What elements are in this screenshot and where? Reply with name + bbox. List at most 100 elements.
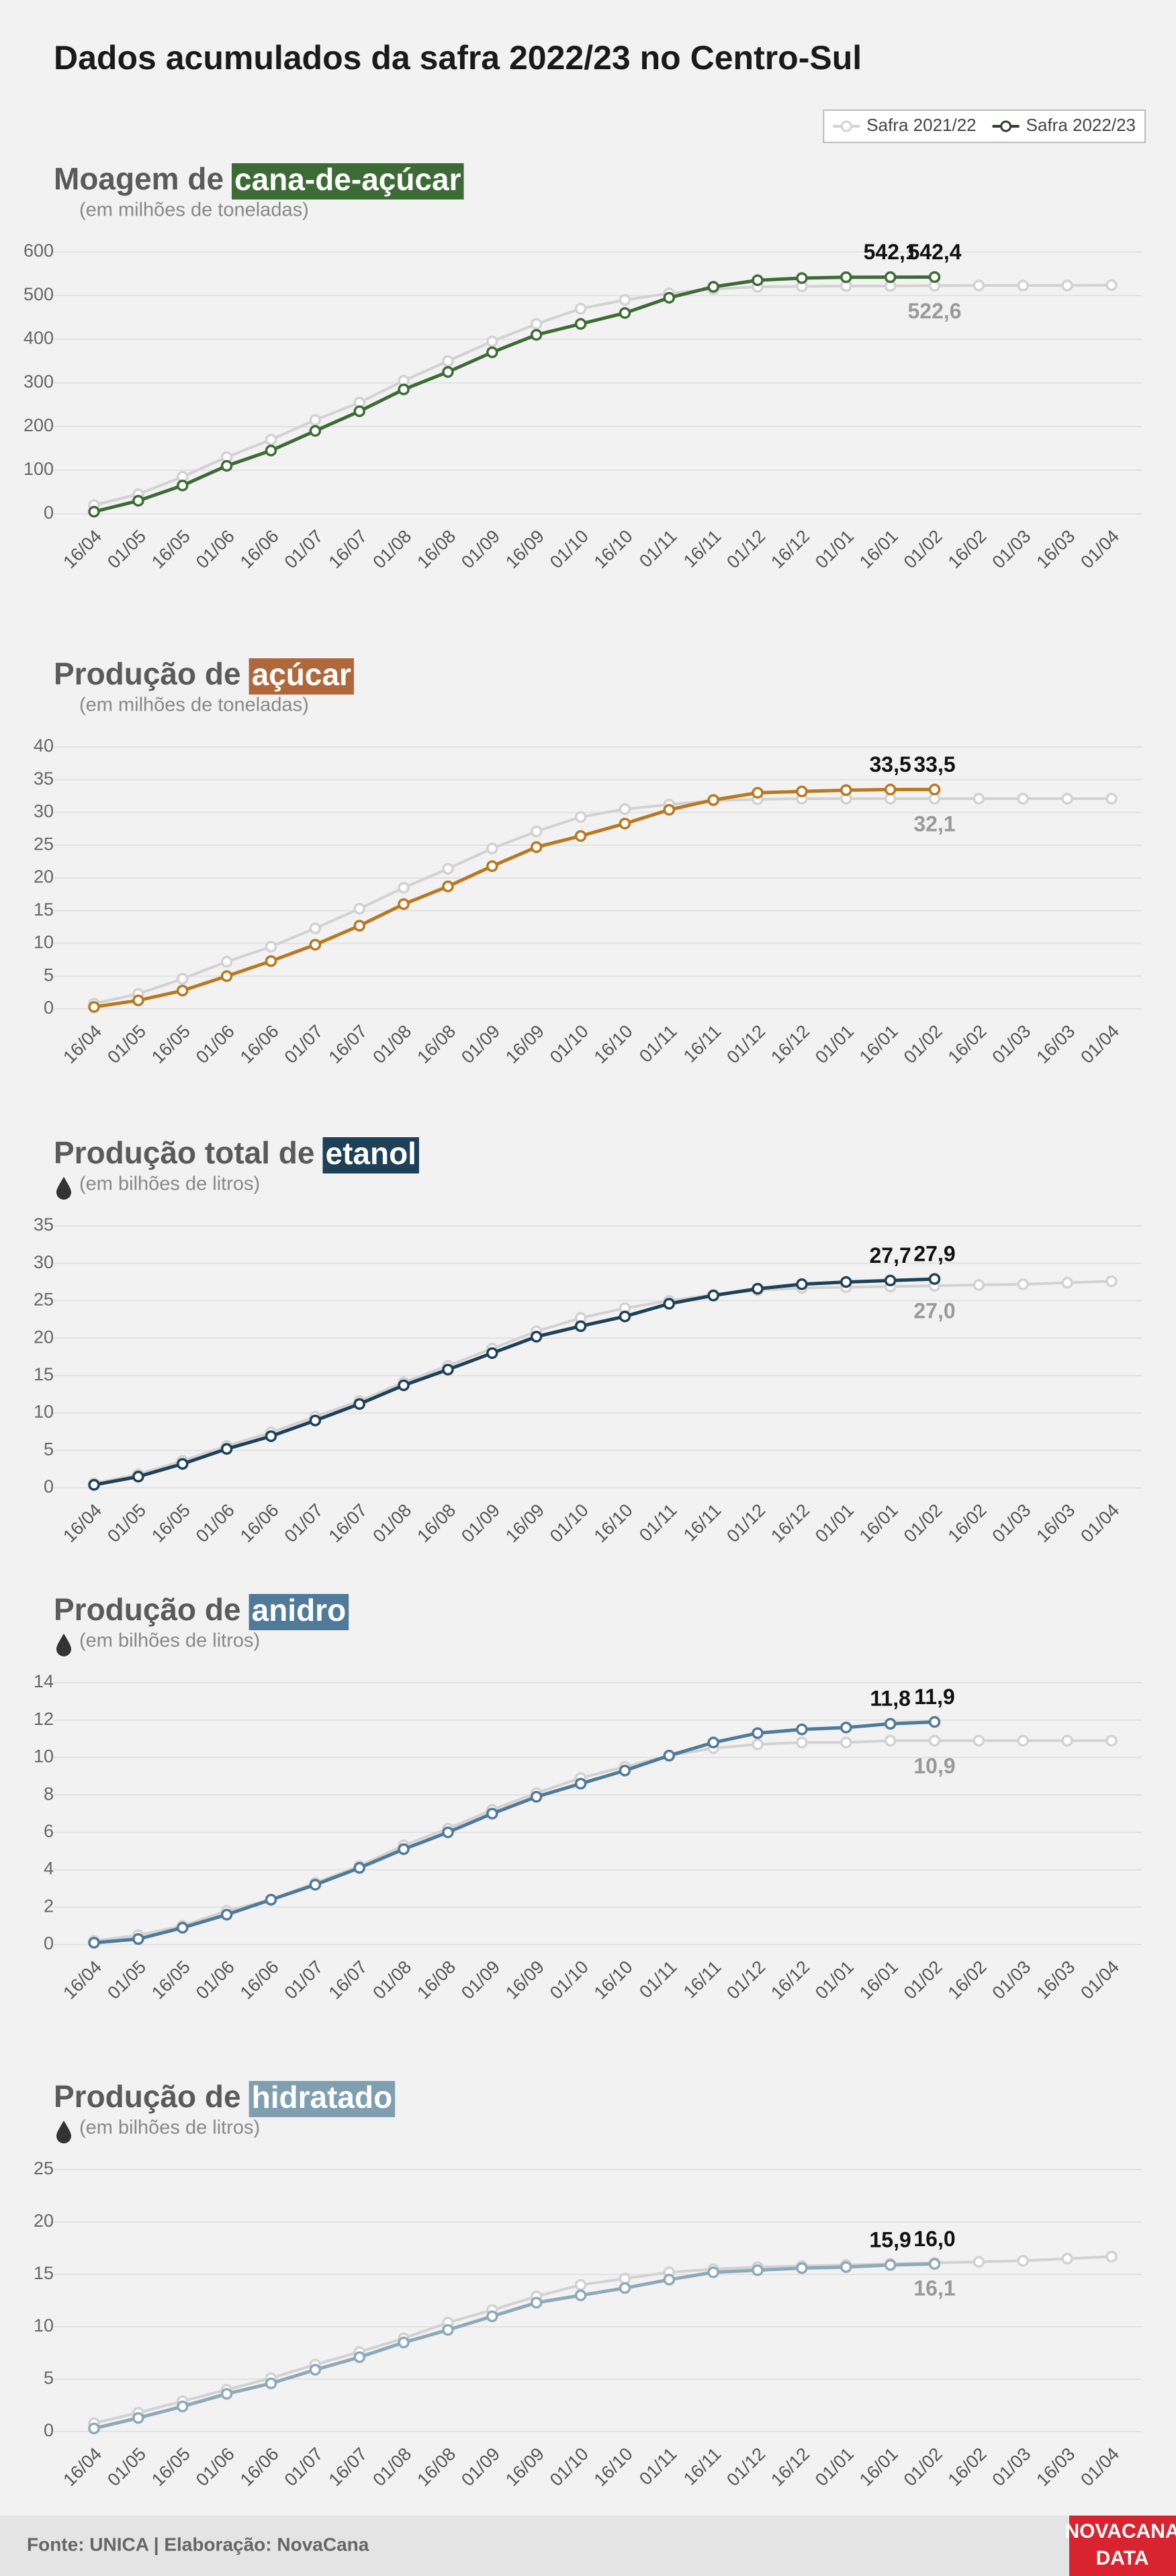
data-point <box>796 2262 808 2274</box>
series-line <box>93 2262 935 2430</box>
data-point <box>88 1937 100 1949</box>
data-point <box>752 274 764 286</box>
value-label: 542,4 <box>907 240 961 264</box>
data-point <box>928 271 941 283</box>
data-point <box>1017 793 1030 805</box>
data-point <box>840 1276 852 1288</box>
data-point <box>265 940 277 953</box>
title-highlight-box <box>248 658 354 695</box>
series-line <box>93 1280 1112 1485</box>
y-tick-label: 4 <box>44 1859 54 1879</box>
value-label: 16,1 <box>913 2276 955 2300</box>
value-label: 10,9 <box>913 1754 955 1778</box>
data-point <box>840 2261 852 2273</box>
y-tick-label: 35 <box>34 1214 54 1235</box>
data-point <box>796 272 808 284</box>
data-point <box>132 494 144 507</box>
title-highlight-box <box>248 2081 396 2117</box>
data-point <box>309 922 322 934</box>
value-label: 16,0 <box>913 2227 955 2251</box>
data-point <box>928 1734 941 1747</box>
data-point <box>132 994 144 1007</box>
y-tick-label: 200 <box>24 415 54 435</box>
data-point <box>619 1311 631 1323</box>
data-point <box>840 1722 852 1734</box>
data-point <box>928 2258 941 2270</box>
y-tick-label: 6 <box>44 1821 54 1841</box>
chart-title-highlight: hidratado <box>252 2080 393 2115</box>
data-point <box>707 281 719 293</box>
y-tick-label: 40 <box>34 736 54 756</box>
logo-box <box>1069 2516 1176 2576</box>
y-tick-label: 35 <box>34 768 54 789</box>
chart-subtitle: (em milhões de toneladas) <box>79 695 309 716</box>
legend: Safra 2021/22 Safra 2022/23 <box>823 109 1146 143</box>
data-point <box>442 2323 454 2336</box>
series-line <box>93 2255 1112 2425</box>
data-point <box>486 860 498 873</box>
data-point <box>530 318 543 330</box>
y-tick-label: 20 <box>34 2211 54 2231</box>
data-point <box>530 1331 543 1343</box>
data-point <box>486 1347 498 1360</box>
data-point <box>619 817 631 830</box>
y-tick-label: 10 <box>34 1402 54 1422</box>
data-point <box>265 955 277 967</box>
data-point <box>88 506 100 518</box>
data-point <box>1017 1734 1030 1747</box>
data-point <box>1017 1278 1030 1290</box>
y-tick-label: 30 <box>34 801 54 821</box>
value-label: 27,7 <box>870 1243 911 1268</box>
data-point <box>619 1765 631 1777</box>
data-point <box>928 1716 941 1728</box>
data-point <box>309 425 322 437</box>
data-point <box>220 956 233 968</box>
y-tick-label: 0 <box>44 2420 54 2440</box>
data-point <box>1105 1734 1118 1747</box>
data-point <box>265 1430 277 1442</box>
data-point <box>220 1908 233 1921</box>
data-point <box>973 1734 985 1747</box>
data-point <box>840 784 852 797</box>
data-point <box>884 1274 897 1287</box>
chart-title: Produção de <box>54 656 241 691</box>
data-point <box>442 1364 454 1376</box>
data-point <box>973 1279 985 1291</box>
y-tick-label: 0 <box>44 1933 54 1953</box>
data-point <box>663 2274 676 2286</box>
data-point <box>840 1736 852 1748</box>
data-point <box>1105 279 1118 292</box>
data-point <box>973 279 985 292</box>
chart-subtitle: (em bilhões de litros) <box>79 2117 260 2139</box>
y-tick-label: 15 <box>34 1364 54 1384</box>
y-tick-label: 25 <box>34 2158 54 2178</box>
data-point <box>398 898 410 910</box>
data-point <box>176 2400 189 2413</box>
y-tick-label: 15 <box>34 2263 54 2283</box>
chart-title-highlight: etanol <box>325 1136 416 1171</box>
y-tick-label: 10 <box>34 932 54 952</box>
data-point <box>663 292 676 304</box>
data-point <box>663 803 676 816</box>
y-tick-label: 25 <box>34 1290 54 1310</box>
data-point <box>132 1933 144 1945</box>
data-point <box>752 1282 764 1295</box>
footer-band <box>0 2516 1176 2576</box>
data-point <box>574 1777 587 1790</box>
y-tick-label: 5 <box>44 2368 54 2388</box>
value-label: 27,0 <box>913 1299 955 1323</box>
data-point <box>220 970 233 982</box>
chart-title: Produção total de <box>54 1135 314 1170</box>
series-line <box>93 1277 935 1486</box>
legend-label: Safra 2022/23 <box>1026 115 1136 135</box>
series-line <box>93 275 935 514</box>
data-point <box>88 1001 100 1013</box>
data-point <box>752 787 764 799</box>
chart-title-highlight: cana-de-açúcar <box>234 162 461 197</box>
value-label: 27,9 <box>913 1242 955 1266</box>
data-point <box>220 1443 233 1455</box>
data-point <box>574 2278 587 2291</box>
data-point <box>398 1843 410 1855</box>
data-point <box>176 1922 189 1934</box>
